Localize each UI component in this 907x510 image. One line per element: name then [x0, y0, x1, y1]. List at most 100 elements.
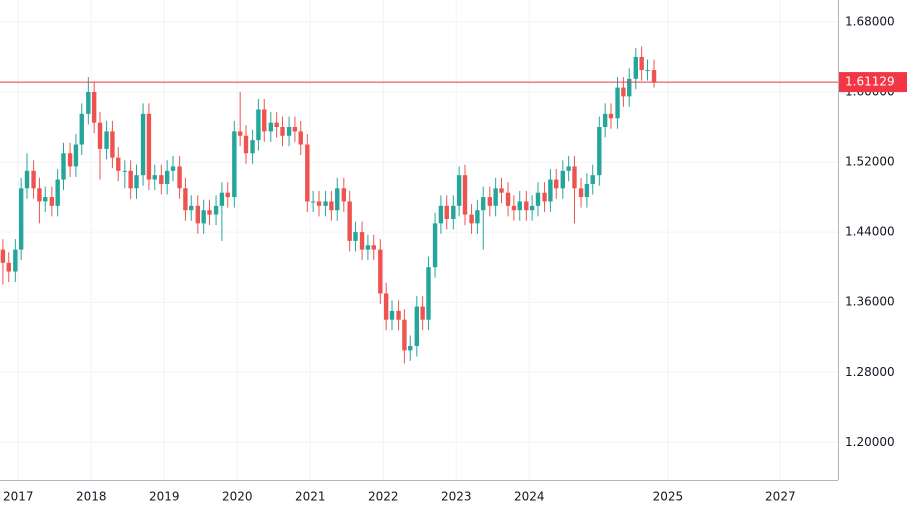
- candle-body: [86, 91, 91, 114]
- candle-body: [608, 113, 614, 119]
- candle-body: [128, 170, 133, 189]
- candle-body: [262, 109, 267, 132]
- candle-body: [645, 70, 650, 72]
- y-tick-label: 1.44000: [845, 225, 895, 239]
- candle-body: [383, 293, 389, 320]
- candle-body: [170, 166, 176, 171]
- candle-body: [481, 197, 486, 211]
- candle-body: [389, 310, 395, 320]
- candle-body: [517, 201, 522, 211]
- candle-body: [378, 249, 383, 294]
- candle-body: [487, 197, 493, 206]
- candle-body: [49, 197, 55, 206]
- candle-body: [548, 179, 553, 202]
- candle-body: [286, 127, 292, 136]
- candle-body: [456, 175, 462, 206]
- candle-body: [347, 201, 352, 241]
- candle-body: [122, 170, 128, 172]
- y-tick-label: 1.28000: [845, 365, 895, 379]
- x-tick-label: 2023: [441, 490, 472, 504]
- candle-body: [323, 201, 328, 206]
- candle-body: [177, 166, 182, 189]
- x-tick-label: 2021: [295, 490, 326, 504]
- candle-body: [329, 201, 334, 211]
- candle-body: [13, 249, 18, 272]
- candle-body: [426, 267, 431, 320]
- candle-body: [31, 170, 36, 189]
- candle-body: [0, 249, 6, 263]
- candle-body: [335, 188, 340, 211]
- candle-body: [189, 205, 194, 211]
- candle-body: [280, 127, 285, 136]
- y-tick-label: 1.68000: [845, 14, 895, 28]
- candle-body: [213, 205, 219, 215]
- candle-body: [79, 113, 84, 145]
- candle-body: [164, 170, 170, 184]
- x-tick-label: 2025: [653, 490, 684, 504]
- candle-body: [250, 140, 255, 154]
- candle-body: [511, 205, 517, 211]
- candle-body: [524, 201, 529, 211]
- candle-body: [420, 306, 425, 320]
- candle-body: [298, 131, 303, 145]
- candle-body: [24, 170, 30, 189]
- x-tick-label: 2018: [76, 490, 107, 504]
- candle-body: [408, 345, 413, 351]
- candle-body: [195, 205, 201, 224]
- candle-body: [232, 131, 237, 198]
- candle-body: [578, 188, 584, 198]
- candle-body: [560, 170, 566, 189]
- candle-body: [499, 188, 504, 193]
- price-label-box: [839, 72, 907, 93]
- y-tick-label: 1.20000: [845, 435, 895, 449]
- candle-body: [73, 144, 79, 167]
- candle-body: [572, 166, 577, 189]
- candle-body: [268, 122, 274, 132]
- candle-body: [602, 113, 608, 128]
- candle-body: [43, 197, 48, 202]
- candle-body: [55, 179, 60, 206]
- y-tick-label: 1.36000: [845, 295, 895, 309]
- y-tick-label: 1.52000: [845, 155, 895, 169]
- candle-body: [621, 87, 626, 97]
- candle-body: [371, 245, 376, 250]
- candle-body: [110, 131, 115, 158]
- candle-body: [505, 192, 511, 206]
- candle-body: [462, 175, 468, 215]
- candle-body: [584, 183, 590, 198]
- x-tick-label: 2022: [368, 490, 399, 504]
- candle-body: [493, 188, 498, 206]
- candle-body: [633, 56, 638, 79]
- candle-body: [61, 153, 66, 180]
- candle-body: [396, 310, 401, 320]
- candle-body: [310, 201, 316, 203]
- x-tick-label: 2019: [149, 490, 180, 504]
- candle-body: [97, 122, 103, 149]
- candle-body: [305, 144, 310, 202]
- candle-body: [116, 157, 121, 171]
- candle-body: [207, 210, 212, 215]
- candle-body: [651, 70, 657, 83]
- candle-body: [475, 210, 480, 224]
- candle-body: [469, 214, 474, 224]
- x-tick-label: 2024: [514, 490, 545, 504]
- candle-body: [18, 188, 24, 250]
- candle-body: [542, 192, 547, 202]
- candle-body: [6, 262, 11, 272]
- candle-body: [104, 131, 109, 149]
- candle-body: [237, 131, 243, 136]
- candle-body: [274, 122, 279, 128]
- candle-body: [535, 192, 541, 206]
- candle-body: [201, 210, 206, 224]
- candle-body: [256, 109, 261, 141]
- candle-body: [402, 319, 407, 351]
- candle-body: [554, 179, 559, 189]
- candle-body: [432, 223, 438, 268]
- candle-body: [451, 205, 456, 219]
- candle-body: [146, 113, 152, 180]
- candle-body: [225, 192, 230, 198]
- candles: [0, 46, 657, 364]
- x-tick-label: 2017: [3, 490, 34, 504]
